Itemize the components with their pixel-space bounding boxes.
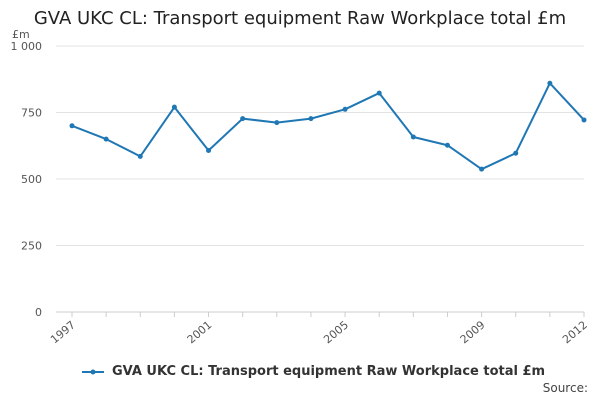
data-point xyxy=(513,150,519,156)
y-tick-label: 250 xyxy=(21,240,42,253)
data-point xyxy=(137,153,143,159)
data-point xyxy=(410,134,416,140)
y-tick-label: 750 xyxy=(21,107,42,120)
series xyxy=(69,80,587,172)
data-point xyxy=(547,80,553,86)
legend-label: GVA UKC CL: Transport equipment Raw Work… xyxy=(112,364,546,379)
data-point xyxy=(444,142,450,148)
y-tick-label: 500 xyxy=(21,173,42,186)
data-point xyxy=(69,123,75,129)
chart-title: GVA UKC CL: Transport equipment Raw Work… xyxy=(33,8,567,29)
data-point xyxy=(240,116,246,122)
data-point xyxy=(171,104,177,110)
data-point xyxy=(103,136,109,142)
data-point xyxy=(308,116,314,122)
x-tick-label: 2012 xyxy=(560,318,590,346)
axes xyxy=(56,311,585,317)
data-point xyxy=(274,120,280,126)
y-tick-labels: 0 250 500 750 1 000 xyxy=(11,40,43,319)
x-tick-label: 1997 xyxy=(48,318,78,346)
legend[interactable]: GVA UKC CL: Transport equipment Raw Work… xyxy=(82,364,545,379)
source-label: Source: xyxy=(542,381,588,395)
y-tick-label: 1 000 xyxy=(11,40,43,53)
data-point xyxy=(342,106,348,112)
x-tick-labels: 1997 2001 2005 2009 2012 xyxy=(48,318,590,346)
data-point xyxy=(479,166,485,172)
x-tick-label: 2009 xyxy=(458,318,488,346)
x-tick-label: 2001 xyxy=(185,318,215,346)
series-line xyxy=(71,82,585,171)
data-point xyxy=(206,148,212,154)
data-point xyxy=(376,90,382,96)
legend-swatch xyxy=(82,369,104,374)
y-axis-label: £m xyxy=(12,28,30,41)
y-tick-label: 0 xyxy=(35,306,42,319)
x-tick-label: 2005 xyxy=(321,318,351,346)
data-point xyxy=(581,117,587,123)
grid-lines xyxy=(56,45,584,313)
